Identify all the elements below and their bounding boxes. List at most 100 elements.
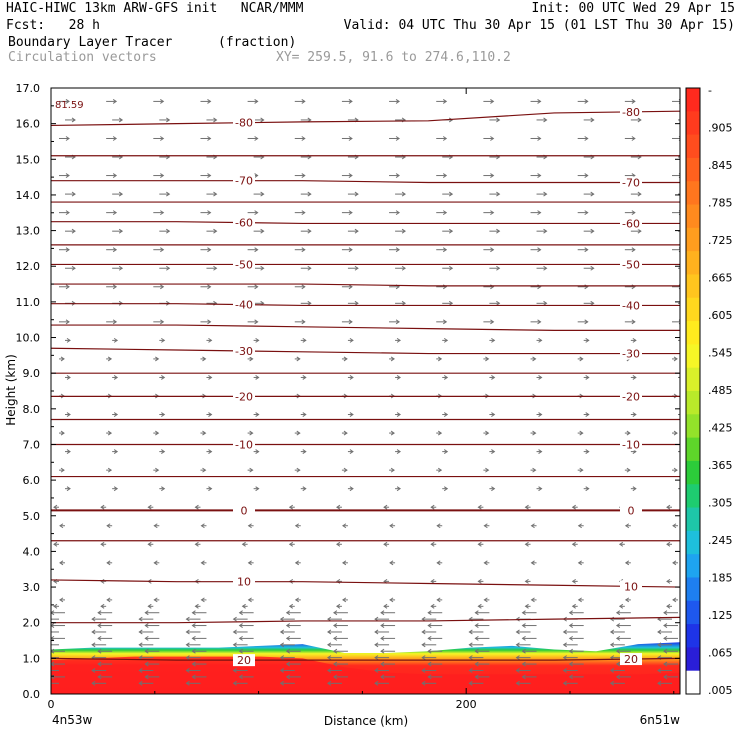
vector-arrowhead [395,136,400,141]
vector-arrowhead [427,610,432,616]
vector-arrowhead [491,412,496,417]
vector-arrowhead [100,578,105,584]
vector-arrowhead [568,623,573,628]
contour-label-bg [233,258,255,271]
vector-arrowhead [213,228,218,234]
contour-label: -30 [235,345,253,358]
vector-arrowhead [241,541,246,547]
vector-arrowhead [336,541,341,547]
vector-arrowhead [474,635,479,641]
vector-arrowhead [65,136,70,141]
contour-label: -60 [235,217,253,230]
vector-arrowhead [530,560,535,566]
vector-arrowhead [255,449,260,455]
vector-arrowhead [496,117,501,123]
vector-arrowhead [474,623,479,628]
contour-label: -40 [622,299,640,312]
colorbar-swatch [686,274,700,299]
vector-arrowhead [144,661,149,667]
vector-arrowhead [374,680,379,686]
vector-arrowhead [443,337,449,343]
vector-arrowhead [333,610,338,616]
vector-arrowhead [631,247,636,253]
vector-arrowhead [333,623,338,628]
contour-label-bg [233,575,255,588]
forecast-hour: Fcst: 28 h [6,18,100,33]
vector-arrowhead [568,648,573,654]
vector-arrowhead [51,674,55,680]
vector-arrowhead [374,629,379,635]
field-name: Boundary Layer Tracer [8,35,173,50]
vector-arrowhead [161,375,166,380]
vector-arrowhead [590,265,595,271]
vector-arrowhead [232,668,237,673]
temperature-contour [51,221,680,225]
vector-arrowhead [207,173,212,178]
vector-arrowhead [302,412,307,417]
vector-arrowhead [448,265,454,271]
vector-arrowhead [91,642,96,648]
vector-arrowhead [255,375,260,380]
vector-arrowhead [112,319,118,325]
vector-arrowhead [91,616,96,622]
vector-arrowhead [562,655,567,661]
vector-arrowhead [437,430,443,436]
vector-arrowhead [349,486,354,492]
vector-arrowhead [327,629,332,635]
vector-arrowhead [396,449,401,455]
contour-label-bg [233,504,255,517]
vector-arrowhead [301,210,306,216]
contour-label-bg [620,438,642,451]
vector-arrowhead [568,661,573,667]
valid-time: Valid: 04 UTC Thu 30 Apr 15 (01 LST Thu … [343,18,735,33]
vector-arrowhead [571,541,576,547]
vector-arrowhead [147,504,152,510]
vector-arrowhead [490,319,495,325]
vector-arrowhead [71,191,76,197]
vector-arrowhead [530,523,535,529]
vector-arrowhead [537,173,542,178]
vector-arrowhead [97,648,102,654]
vector-arrowhead [185,629,190,635]
contour-label: -80 [235,117,253,130]
max-value-label: 81.59 [55,100,84,111]
y-tick-label: 8.0 [23,403,41,416]
colorbar-label: .065 [708,647,733,660]
vector-arrowhead [483,597,488,603]
vector-arrowhead [45,643,48,647]
colorbar-swatch [686,134,700,159]
y-tick-label: 13.0 [16,225,41,238]
vector-arrowhead [663,674,668,680]
vector-arrowhead [537,98,542,104]
vector-arrowhead [579,430,584,436]
vector-arrowhead [255,486,260,492]
vector-arrowhead [521,623,526,628]
vector-arrowhead [395,319,400,325]
vector-arrowhead [113,337,119,343]
vector-arrowhead [632,375,637,380]
vector-arrowhead [496,228,501,234]
vector-arrowhead [296,467,301,473]
vector-arrowhead [348,247,353,253]
colorbar-swatch [686,111,700,136]
vector-arrowhead [477,541,482,547]
vector-arrowhead [524,504,529,510]
colorbar-label: .665 [708,272,733,285]
vector-arrowhead [521,674,526,680]
vector-arrowhead [349,412,354,417]
vector-arrowhead [302,375,307,380]
vector-arrowhead [477,578,482,584]
vector-arrowhead [348,136,353,141]
vector-arrowhead [249,467,254,473]
vector-arrowhead [380,635,385,641]
vector-arrowhead [208,375,213,380]
vector-arrowhead [672,560,677,566]
vector-arrowhead [632,486,637,492]
colorbar-swatch [686,460,700,485]
vector-arrowhead [342,523,347,529]
vector-arrowhead [53,541,58,547]
contour-label: -80 [622,106,640,119]
vector-arrowhead [442,136,448,141]
vector-arrowhead [631,98,636,104]
vector-arrowhead [389,560,394,566]
